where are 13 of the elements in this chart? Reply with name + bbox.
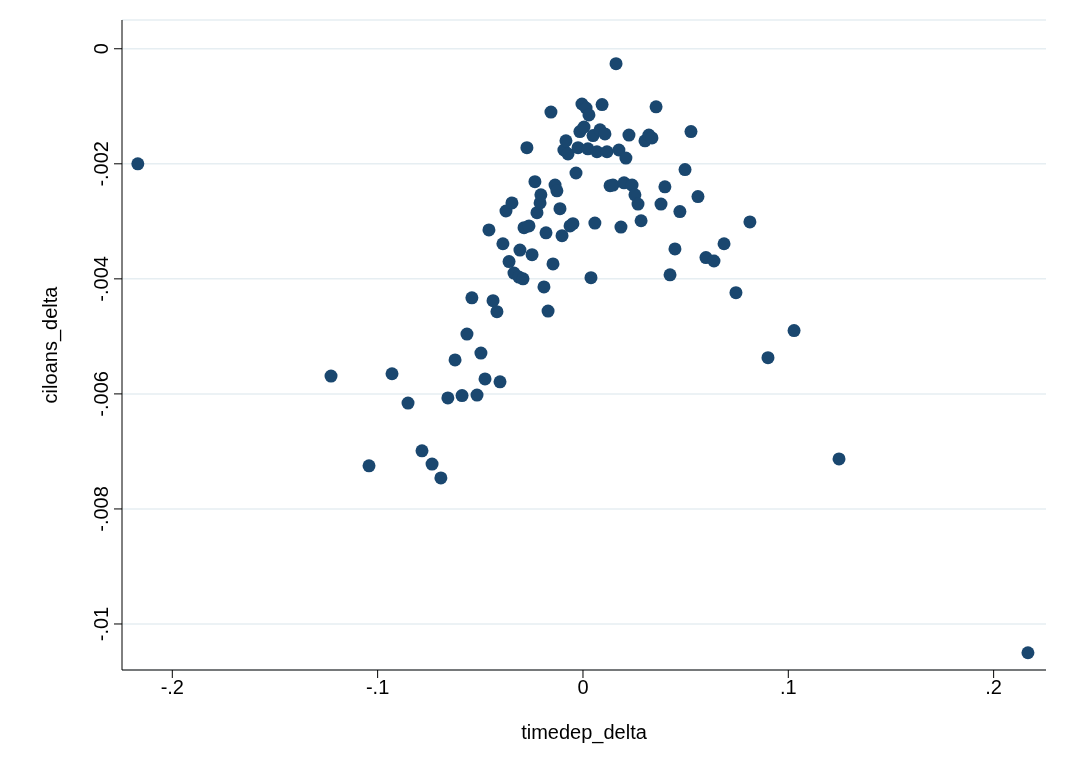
y-tick-label: -.006 — [90, 371, 112, 417]
y-tick-label: -.002 — [90, 141, 112, 187]
x-tick-label: -.1 — [365, 676, 390, 699]
x-tick-label: .1 — [779, 676, 797, 699]
y-tick-label: 0 — [90, 43, 112, 55]
x-tick-label: -.2 — [160, 676, 184, 699]
y-tick-label: -.004 — [90, 256, 112, 302]
y-tick-label: -.008 — [90, 486, 112, 532]
x-tick-label: .2 — [985, 676, 1002, 699]
y-axis-title: ciloans_delta — [39, 285, 63, 404]
y-tick-label: -.01 — [90, 606, 112, 642]
x-tick-label: 0 — [577, 676, 589, 699]
x-axis-title: timedep_delta — [521, 721, 648, 744]
